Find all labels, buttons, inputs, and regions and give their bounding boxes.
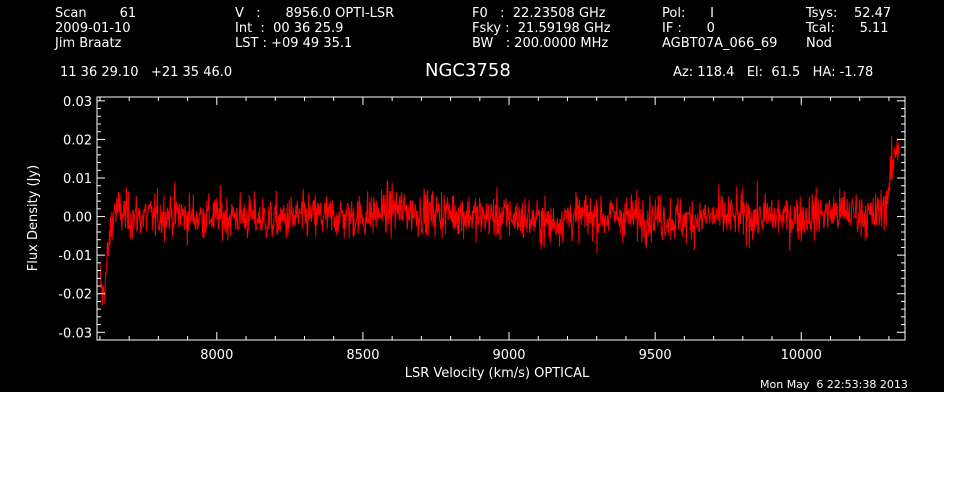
x-tick-label: 8000 xyxy=(200,348,233,363)
timestamp: Mon May 6 22:53:38 2013 xyxy=(760,378,908,391)
sky-frequency: Fsky : 21.59198 GHz xyxy=(472,21,611,36)
spectrum-chart: 8000 8500 9000 9500 10000 -0.03 -0.02 -0.01 0.00… xyxy=(26,95,906,381)
plot-panel: Scan 61 2009-01-10 Jim Braatz V : 8956.0… xyxy=(0,0,944,392)
plot-area: 8000 8500 9000 9500 10000 -0.03 -0.02 -0.01 0.00… xyxy=(58,95,906,363)
pointing-info: Az: 118.4 El: 61.5 HA: -1.78 xyxy=(673,65,874,80)
x-axis-label: LSR Velocity (km/s) OPTICAL xyxy=(405,366,590,381)
tsys: Tsys: 52.47 xyxy=(806,6,892,21)
x-tick-label: 8500 xyxy=(346,348,379,363)
plot-frame xyxy=(96,96,906,341)
bandwidth: BW : 200.0000 MHz xyxy=(472,36,609,51)
observation-date: 2009-01-10 xyxy=(55,21,131,36)
project-id: AGBT07A_066_69 xyxy=(662,36,778,51)
velocity-info: V : 8956.0 OPTI-LSR xyxy=(235,6,395,21)
x-tick-label: 9000 xyxy=(492,348,525,363)
source-coordinates: 11 36 29.10 +21 35 46.0 xyxy=(60,65,233,80)
if-number: IF : 0 xyxy=(662,21,715,36)
y-tick-label: -0.03 xyxy=(58,326,92,341)
y-tick-label: -0.01 xyxy=(58,249,92,264)
y-tick-label: 0.01 xyxy=(63,172,92,187)
integration-time: Int : 00 36 25.9 xyxy=(235,21,344,36)
x-tick-label: 9500 xyxy=(639,348,672,363)
scan-number: Scan 61 xyxy=(55,6,137,21)
tcal: Tcal: 5.11 xyxy=(806,21,889,36)
y-tick-label: 0.00 xyxy=(63,211,92,226)
procedure: Nod xyxy=(806,36,832,51)
spectrum-trace xyxy=(99,136,900,306)
x-tick-label: 10000 xyxy=(781,348,822,363)
rest-frequency: F0 : 22.23508 GHz xyxy=(472,6,606,21)
y-tick-label: 0.02 xyxy=(63,133,92,148)
observer-name: Jim Braatz xyxy=(55,36,122,51)
chart-title: NGC3758 xyxy=(425,60,511,81)
polarization: Pol: I xyxy=(662,6,714,21)
lst-info: LST : +09 49 35.1 xyxy=(235,36,353,51)
y-tick-label: 0.03 xyxy=(63,95,92,110)
y-tick-label: -0.02 xyxy=(58,288,92,303)
y-axis-label: Flux Density (Jy) xyxy=(26,165,41,271)
